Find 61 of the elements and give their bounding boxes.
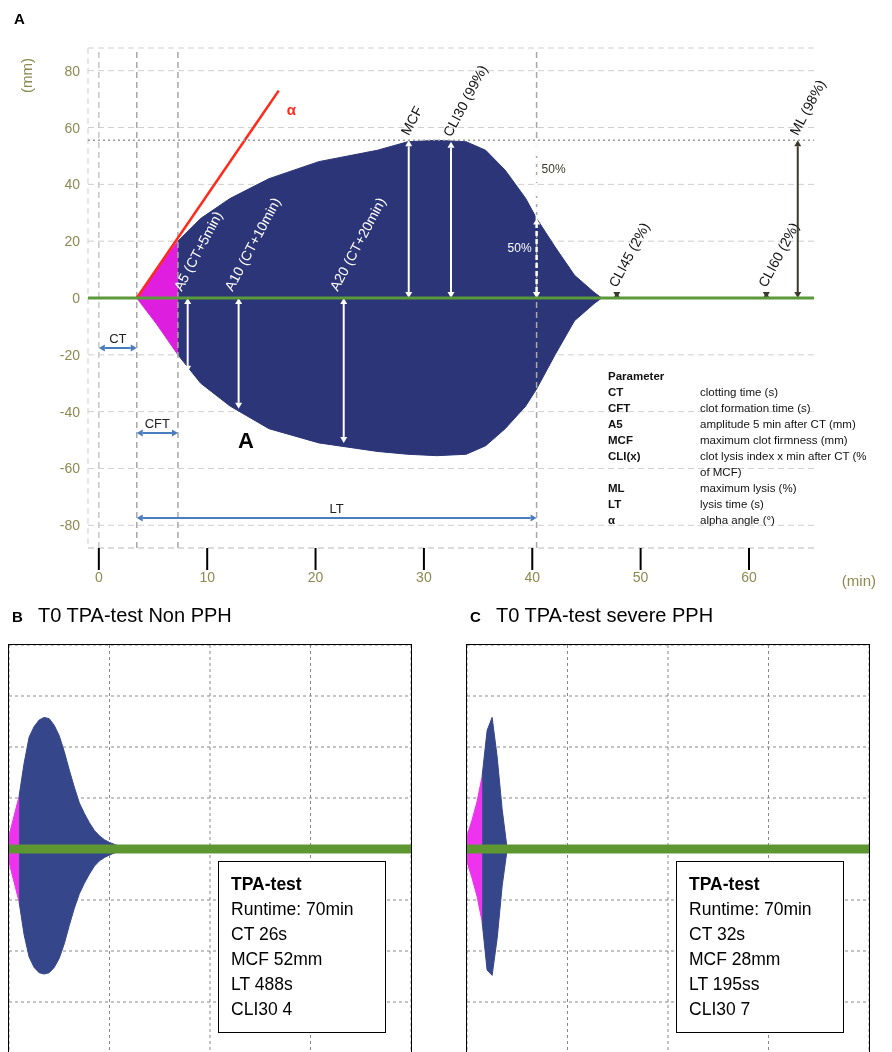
annotation: maximum lysis (%) [700,481,798,496]
x-axis-title: (min) [841,572,876,589]
y-axis-title: (mm) [18,58,35,93]
y-tick-label: 0 [72,289,81,306]
y-tick-label: 40 [64,176,81,193]
y-tick-label: -40 [59,403,81,420]
annotation: TPA-test [689,873,761,897]
annotation: CLI45 (2%) [605,219,653,290]
annotation: Parameter [608,369,666,384]
y-tick-label: 20 [64,233,81,250]
chart-title: A [14,10,25,27]
x-tick-label: 20 [307,568,324,585]
annotation: amplitude 5 min after CT (mm) [700,417,857,432]
x-tick-label: 50 [632,568,649,585]
annotation: maximum clot firmness (mm) [700,433,849,448]
x-tick-label: 0 [94,568,103,585]
annotation: CFT [144,416,171,431]
annotation: MCF 28mm [689,948,782,972]
text: CLI30 7 [689,998,752,1022]
annotation: LT [608,497,623,512]
chart-title: C [470,608,482,625]
y-tick-label: 80 [64,62,81,79]
annotation: CT 26s [231,923,289,947]
annotation: Runtime: 70min [689,898,813,922]
y-tick-label: -20 [59,346,81,363]
annotation: TPA-test [231,873,303,897]
annotation: LT [329,501,344,516]
annotation: A [238,428,254,454]
annotation: clotting time (s) [700,385,779,400]
x-tick-label: 30 [416,568,432,585]
annotation: CT [109,331,127,346]
annotation: CT 32s [689,923,747,947]
annotation: 50% [541,161,566,176]
text: LT 488s [231,973,294,997]
annotation: MCF 52mm [231,948,324,972]
annotation: lysis time (s) [700,497,765,512]
chart-title: B [12,608,24,625]
annotation: α [608,513,617,528]
annotation: MCF [397,103,426,138]
annotation: Runtime: 70min [231,898,355,922]
annotation: clot formation time (s) [700,401,812,416]
annotation: CT [608,385,625,400]
x-tick-label: 40 [524,568,541,585]
annotation: 50% [507,241,532,256]
x-tick-label: 10 [199,568,216,585]
y-tick-label: -80 [59,517,81,534]
annotation: ML [608,481,626,496]
y-tick-label: 60 [64,119,81,136]
annotation: alpha angle (°) [700,513,776,528]
annotation: MCF [608,433,634,448]
annotation: LT 195ss [689,973,761,997]
annotation: CLI(x) [608,449,642,464]
x-tick-label: 60 [741,568,757,585]
chart-subtitle: T0 TPA-test severe PPH [496,604,714,627]
y-tick-label: -60 [59,460,81,477]
chart-subtitle: T0 TPA-test Non PPH [38,604,232,627]
series-label: α [286,100,297,118]
annotation: CFT [608,401,632,416]
annotation: A5 [608,417,624,432]
text: CLI30 4 [231,998,294,1022]
annotation: clot lysis index x min after CT (% of MCF) [700,449,868,480]
